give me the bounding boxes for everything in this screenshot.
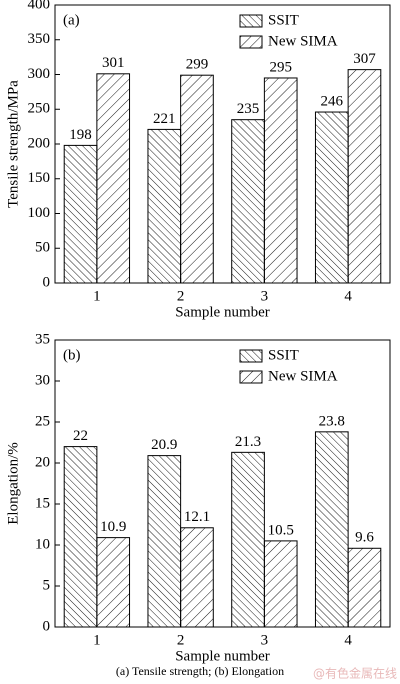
legend-label: SSIT xyxy=(268,347,299,363)
value-label: 10.9 xyxy=(100,519,126,535)
x-tick-label: 1 xyxy=(93,632,101,648)
value-label: 21.3 xyxy=(235,434,261,450)
value-label: 23.8 xyxy=(319,413,345,429)
y-tick-label: 300 xyxy=(28,66,51,82)
value-label: 10.5 xyxy=(268,522,294,538)
legend-label: SSIT xyxy=(268,12,299,28)
x-axis-label: Sample number xyxy=(175,304,270,320)
bar xyxy=(63,144,98,284)
bar xyxy=(147,128,182,284)
legend-label: New SIMA xyxy=(268,368,338,384)
value-label: 299 xyxy=(186,57,209,73)
value-label: 246 xyxy=(321,93,344,109)
legend-swatch xyxy=(239,349,263,363)
y-tick-label: 35 xyxy=(35,331,50,347)
x-tick-label: 4 xyxy=(344,288,352,304)
x-tick-label: 3 xyxy=(261,288,269,304)
watermark: @有色金属在线 xyxy=(313,666,397,681)
y-tick-label: 0 xyxy=(43,618,51,634)
x-axis-label: Sample number xyxy=(175,648,270,664)
y-tick-label: 400 xyxy=(28,0,51,12)
legend-swatch xyxy=(239,35,263,49)
value-label: 307 xyxy=(353,51,376,67)
y-tick-label: 10 xyxy=(35,536,50,552)
value-label: 22 xyxy=(73,428,88,444)
caption: (a) Tensile strength; (b) Elongation xyxy=(116,664,284,678)
bar xyxy=(147,455,182,628)
legend-swatch xyxy=(239,370,263,384)
legend-swatch xyxy=(239,14,263,28)
bar xyxy=(347,69,382,284)
bar xyxy=(96,73,131,284)
y-tick-label: 20 xyxy=(35,454,50,470)
y-axis-label: Tensile strength/MPa xyxy=(5,80,21,208)
y-tick-label: 200 xyxy=(28,135,51,151)
y-tick-label: 0 xyxy=(43,274,51,290)
bar xyxy=(63,446,98,628)
bar xyxy=(314,111,349,284)
value-label: 301 xyxy=(102,55,125,71)
y-tick-label: 15 xyxy=(35,495,50,511)
value-label: 295 xyxy=(269,59,292,75)
bar xyxy=(231,119,265,284)
x-tick-label: 3 xyxy=(261,632,269,648)
value-label: 221 xyxy=(153,111,176,127)
y-tick-label: 50 xyxy=(35,240,50,256)
y-tick-label: 25 xyxy=(35,413,50,429)
x-tick-label: 2 xyxy=(177,288,185,304)
plot-frame xyxy=(54,4,391,284)
y-tick-label: 150 xyxy=(28,170,51,186)
bar xyxy=(231,451,265,628)
bar xyxy=(347,547,382,628)
bar xyxy=(314,431,349,628)
y-tick-label: 5 xyxy=(43,577,51,593)
value-label: 235 xyxy=(237,101,260,117)
bar xyxy=(180,74,214,284)
panel-label: (b) xyxy=(63,347,81,363)
y-tick-label: 100 xyxy=(28,205,51,221)
bar xyxy=(263,77,298,284)
bar xyxy=(180,527,214,628)
bar xyxy=(96,537,131,628)
plot-frame xyxy=(54,339,391,628)
x-tick-label: 2 xyxy=(177,632,185,648)
value-label: 9.6 xyxy=(355,530,374,546)
panel-label: (a) xyxy=(63,12,80,28)
y-axis-label: Elongation/% xyxy=(5,442,21,525)
value-label: 20.9 xyxy=(151,437,177,453)
bar xyxy=(263,540,298,628)
value-label: 12.1 xyxy=(184,509,210,525)
legend-label: New SIMA xyxy=(268,33,338,49)
y-tick-label: 30 xyxy=(35,372,50,388)
value-label: 198 xyxy=(69,127,92,143)
x-tick-label: 4 xyxy=(344,632,352,648)
y-tick-label: 350 xyxy=(28,31,51,47)
x-tick-label: 1 xyxy=(93,288,101,304)
y-tick-label: 250 xyxy=(28,101,51,117)
